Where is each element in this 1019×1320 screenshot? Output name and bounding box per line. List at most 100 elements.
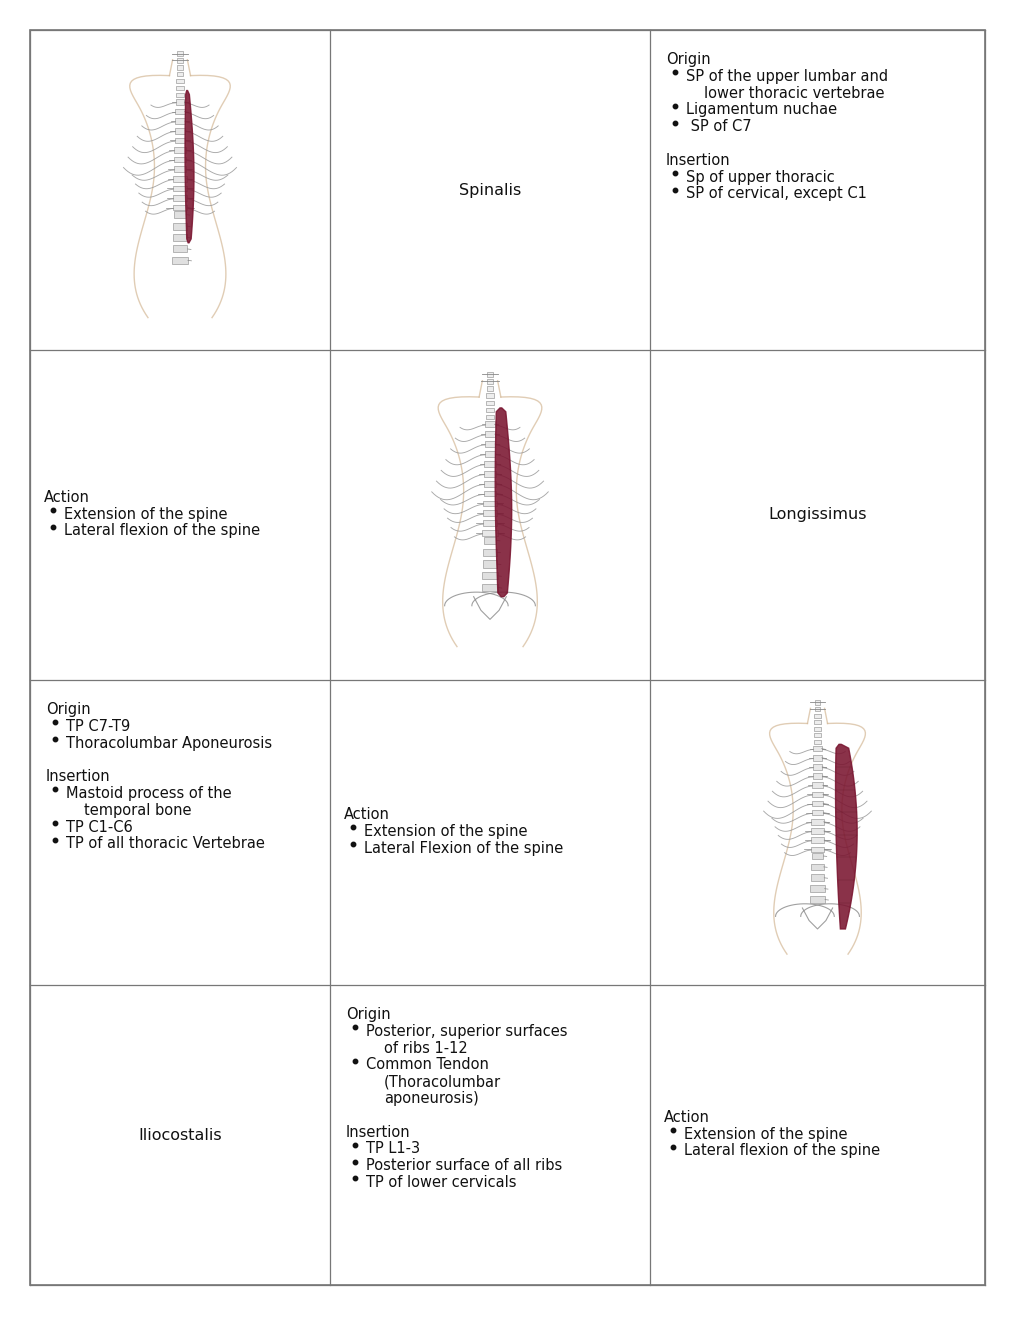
Text: Lateral flexion of the spine: Lateral flexion of the spine bbox=[684, 1143, 879, 1159]
Bar bbox=[172, 205, 187, 210]
Bar bbox=[483, 491, 496, 496]
Bar bbox=[809, 896, 824, 903]
Bar bbox=[483, 480, 495, 487]
Bar bbox=[482, 572, 497, 579]
Bar bbox=[173, 176, 186, 182]
Text: Lateral flexion of the spine: Lateral flexion of the spine bbox=[64, 524, 260, 539]
Text: TP C1-C6: TP C1-C6 bbox=[66, 820, 132, 834]
Bar bbox=[809, 886, 823, 892]
Bar bbox=[175, 108, 184, 115]
Text: of ribs 1-12: of ribs 1-12 bbox=[383, 1040, 468, 1056]
Bar bbox=[175, 119, 184, 124]
Text: Ligamentum nuchae: Ligamentum nuchae bbox=[686, 103, 837, 117]
Bar bbox=[486, 372, 492, 376]
Bar bbox=[173, 234, 186, 242]
Text: Extension of the spine: Extension of the spine bbox=[684, 1126, 847, 1142]
Bar bbox=[484, 451, 495, 457]
Bar bbox=[486, 400, 493, 405]
Bar bbox=[813, 714, 820, 718]
Bar bbox=[176, 79, 183, 83]
Bar bbox=[174, 157, 185, 162]
Bar bbox=[484, 461, 495, 467]
Text: lower thoracic vertebrae: lower thoracic vertebrae bbox=[703, 86, 883, 100]
Polygon shape bbox=[835, 744, 856, 929]
Bar bbox=[814, 701, 819, 705]
Text: TP L1-3: TP L1-3 bbox=[366, 1142, 420, 1156]
Polygon shape bbox=[184, 91, 194, 243]
Text: TP of all thoracic Vertebrae: TP of all thoracic Vertebrae bbox=[66, 837, 265, 851]
Text: Insertion: Insertion bbox=[345, 1125, 411, 1139]
Bar bbox=[173, 166, 186, 172]
Text: SP of cervical, except C1: SP of cervical, except C1 bbox=[686, 186, 866, 202]
Bar bbox=[176, 65, 183, 70]
Bar bbox=[811, 783, 822, 788]
Text: TP of lower cervicals: TP of lower cervicals bbox=[366, 1175, 516, 1191]
Text: Action: Action bbox=[663, 1110, 709, 1125]
Bar bbox=[482, 531, 497, 536]
Text: Action: Action bbox=[44, 490, 90, 504]
Bar bbox=[812, 755, 821, 760]
Bar bbox=[173, 195, 186, 201]
Bar bbox=[482, 561, 497, 568]
Text: SP of the upper lumbar and: SP of the upper lumbar and bbox=[686, 69, 888, 83]
Text: Mastoid process of the: Mastoid process of the bbox=[66, 785, 231, 801]
Bar bbox=[172, 257, 187, 264]
Bar bbox=[176, 92, 183, 98]
Bar bbox=[484, 471, 495, 477]
Bar bbox=[173, 223, 186, 230]
Bar bbox=[483, 549, 496, 556]
Bar bbox=[483, 500, 496, 507]
Bar bbox=[811, 792, 822, 797]
Bar bbox=[485, 421, 494, 428]
Bar bbox=[810, 837, 823, 843]
Bar bbox=[173, 186, 186, 191]
Bar bbox=[175, 99, 184, 104]
Text: Action: Action bbox=[343, 808, 389, 822]
Text: Insertion: Insertion bbox=[665, 153, 730, 168]
Text: Common Tendon: Common Tendon bbox=[366, 1057, 488, 1072]
Text: Thoracolumbar Aponeurosis: Thoracolumbar Aponeurosis bbox=[66, 735, 272, 751]
Bar bbox=[174, 137, 185, 144]
Text: Extension of the spine: Extension of the spine bbox=[364, 824, 527, 840]
Text: aponeurosis): aponeurosis) bbox=[383, 1092, 478, 1106]
Text: Longissimus: Longissimus bbox=[767, 507, 866, 523]
Text: Sp of upper thoracic: Sp of upper thoracic bbox=[686, 169, 834, 185]
Text: Origin: Origin bbox=[665, 51, 710, 67]
Bar bbox=[174, 147, 185, 153]
Text: (Thoracolumbar: (Thoracolumbar bbox=[383, 1074, 500, 1089]
Text: SP of C7: SP of C7 bbox=[686, 119, 751, 135]
Bar bbox=[486, 393, 493, 397]
Bar bbox=[485, 414, 493, 420]
Bar bbox=[810, 863, 823, 870]
Bar bbox=[811, 853, 822, 859]
Text: Insertion: Insertion bbox=[46, 770, 110, 784]
Bar bbox=[811, 801, 822, 807]
Bar bbox=[176, 58, 182, 62]
Text: Extension of the spine: Extension of the spine bbox=[64, 507, 227, 521]
Bar bbox=[811, 810, 822, 816]
Bar bbox=[486, 408, 493, 412]
Bar bbox=[174, 128, 185, 133]
Bar bbox=[810, 874, 823, 882]
Bar bbox=[172, 246, 187, 252]
Bar bbox=[484, 441, 494, 447]
Bar bbox=[813, 739, 820, 744]
Bar bbox=[176, 86, 183, 90]
Bar bbox=[483, 511, 496, 516]
Text: Posterior surface of all ribs: Posterior surface of all ribs bbox=[366, 1158, 561, 1173]
Bar bbox=[810, 820, 823, 825]
Bar bbox=[173, 211, 186, 218]
Text: Origin: Origin bbox=[345, 1007, 390, 1022]
Text: TP C7-T9: TP C7-T9 bbox=[66, 719, 130, 734]
Bar bbox=[813, 727, 820, 731]
Text: Posterior, superior surfaces: Posterior, superior surfaces bbox=[366, 1024, 567, 1039]
Text: Spinalis: Spinalis bbox=[459, 182, 521, 198]
Bar bbox=[176, 73, 183, 77]
Text: Origin: Origin bbox=[46, 702, 91, 717]
Text: Lateral Flexion of the spine: Lateral Flexion of the spine bbox=[364, 841, 562, 855]
Bar bbox=[812, 774, 821, 779]
Polygon shape bbox=[494, 408, 512, 597]
Bar bbox=[810, 846, 823, 851]
Bar bbox=[814, 708, 819, 711]
Bar bbox=[485, 432, 494, 437]
